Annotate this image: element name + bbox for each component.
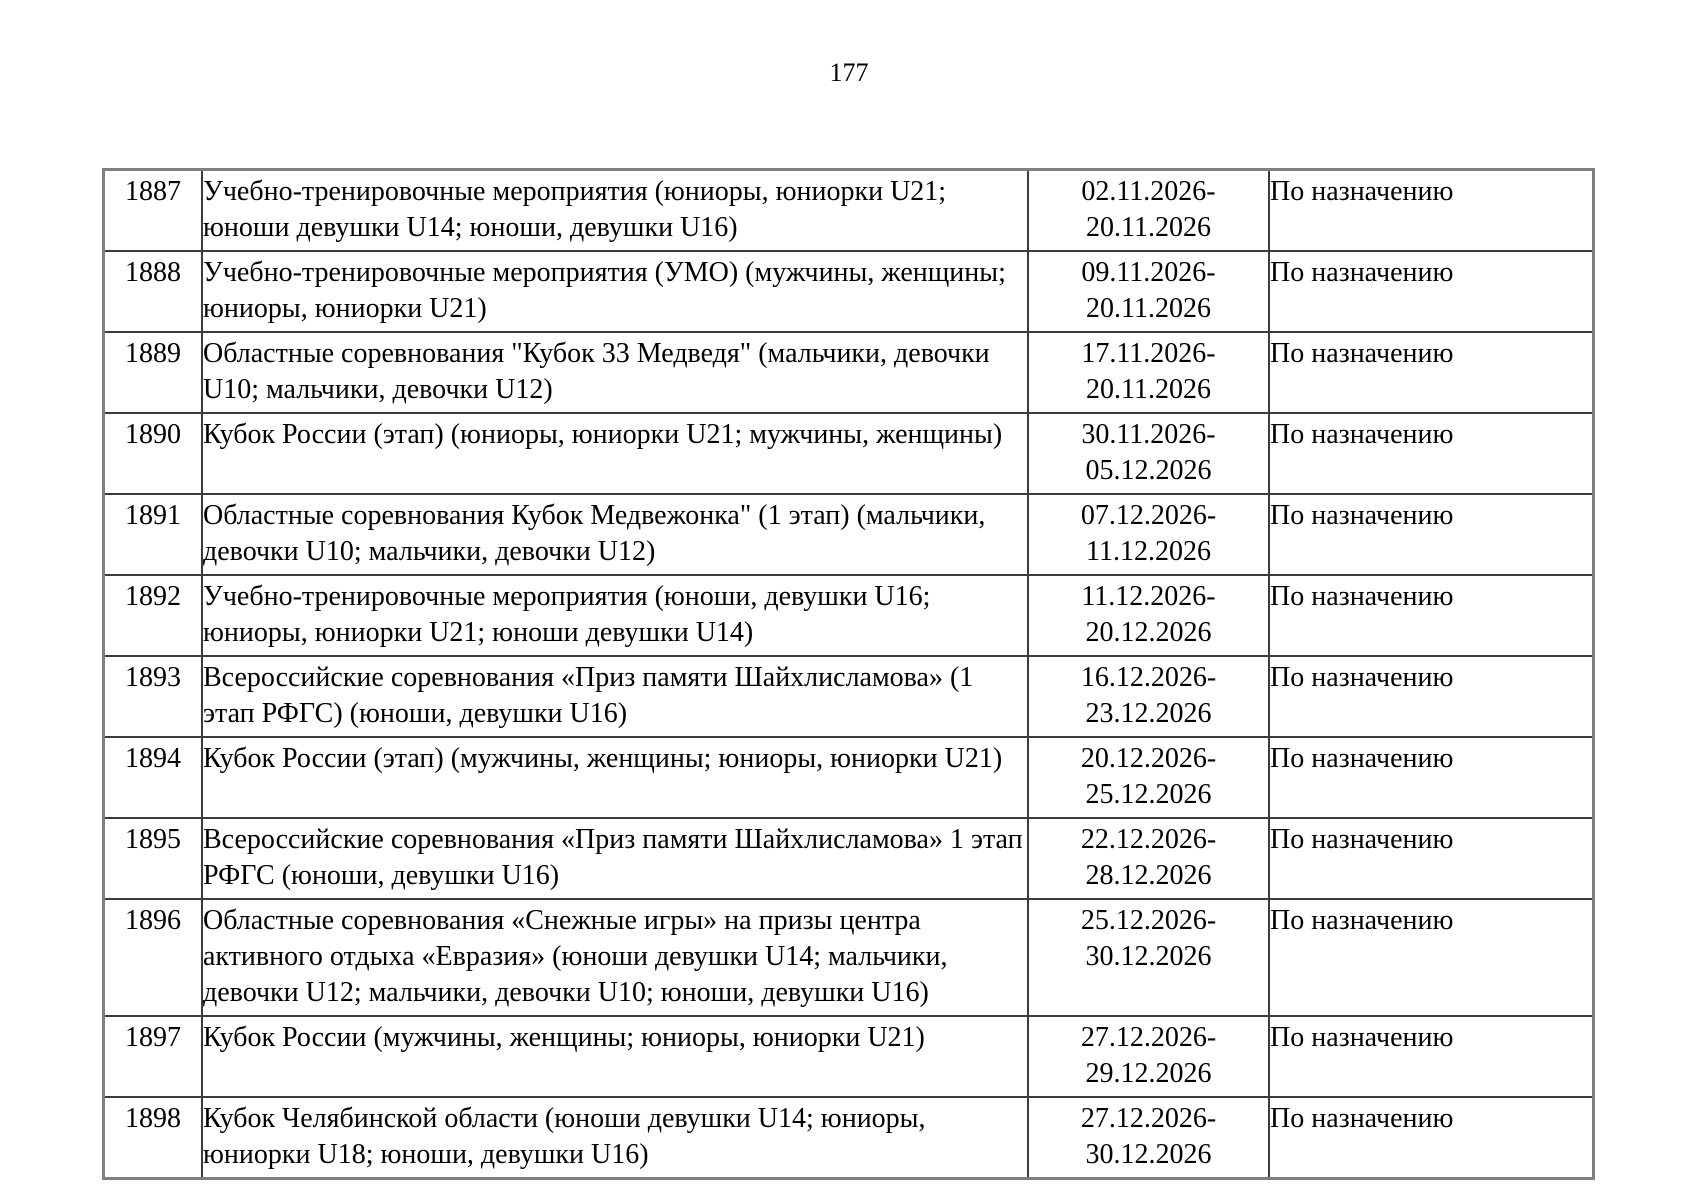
events-table-body: 1887 Учебно-тренировочные мероприятия (ю…	[102, 168, 1595, 1180]
event-dates-cell: 22.12.2026- 28.12.2026	[1027, 817, 1270, 900]
event-location-cell: По назначению	[1268, 736, 1595, 819]
event-number-cell: 1895	[102, 817, 203, 900]
event-date-end: 23.12.2026	[1085, 698, 1212, 729]
event-location-cell: По назначению	[1268, 898, 1595, 1017]
event-dates-cell: 25.12.2026- 30.12.2026	[1027, 898, 1270, 1017]
event-location-text: По назначению	[1270, 581, 1454, 612]
event-location-text: По назначению	[1270, 338, 1454, 369]
table-row: 1892 Учебно-тренировочные мероприятия (ю…	[102, 574, 1595, 657]
event-number-cell: 1896	[102, 898, 203, 1017]
event-location-cell: По назначению	[1268, 574, 1595, 657]
event-description-cell: Кубок России (этап) (юниоры, юниорки U21…	[201, 412, 1029, 495]
event-dates-cell: 20.12.2026- 25.12.2026	[1027, 736, 1270, 819]
event-date-end: 05.12.2026	[1085, 455, 1212, 486]
events-schedule-table: 1887 Учебно-тренировочные мероприятия (ю…	[102, 168, 1595, 1180]
event-number-cell: 1889	[102, 331, 203, 414]
event-date-start: 22.12.2026-	[1080, 824, 1217, 855]
event-description-cell: Учебно-тренировочные мероприятия (УМО) (…	[201, 250, 1029, 333]
event-location-cell: По назначению	[1268, 331, 1595, 414]
event-dates-cell: 02.11.2026- 20.11.2026	[1027, 168, 1270, 252]
event-location-cell: По назначению	[1268, 817, 1595, 900]
event-dates-cell: 09.11.2026- 20.11.2026	[1027, 250, 1270, 333]
event-number-cell: 1893	[102, 655, 203, 738]
table-row: 1893 Всероссийские соревнования «Приз па…	[102, 655, 1595, 738]
event-date-start: 07.12.2026-	[1080, 500, 1217, 531]
table-row: 1896 Областные соревнования «Снежные игр…	[102, 898, 1595, 1017]
event-number-cell: 1894	[102, 736, 203, 819]
event-location-text: По назначению	[1270, 176, 1454, 207]
event-date-start: 27.12.2026-	[1080, 1103, 1217, 1134]
event-number-cell: 1890	[102, 412, 203, 495]
table-row: 1898 Кубок Челябинской области (юноши де…	[102, 1096, 1595, 1180]
event-dates-cell: 11.12.2026- 20.12.2026	[1027, 574, 1270, 657]
event-date-start: 20.12.2026-	[1080, 743, 1217, 774]
table-row: 1887 Учебно-тренировочные мероприятия (ю…	[102, 168, 1595, 252]
event-location-cell: По назначению	[1268, 168, 1595, 252]
event-date-start: 25.12.2026-	[1080, 905, 1217, 936]
event-location-text: По назначению	[1270, 743, 1454, 774]
table-row: 1889 Областные соревнования "Кубок 33 Ме…	[102, 331, 1595, 414]
event-location-cell: По назначению	[1268, 412, 1595, 495]
event-description-cell: Кубок Челябинской области (юноши девушки…	[201, 1096, 1029, 1180]
event-location-cell: По назначению	[1268, 1096, 1595, 1180]
event-date-start: 30.11.2026-	[1081, 419, 1216, 450]
event-date-start: 27.12.2026-	[1080, 1022, 1217, 1053]
event-location-text: По назначению	[1270, 824, 1454, 855]
event-dates-cell: 27.12.2026- 30.12.2026	[1027, 1096, 1270, 1180]
table-row: 1890 Кубок России (этап) (юниоры, юниорк…	[102, 412, 1595, 495]
event-description-cell: Кубок России (этап) (мужчины, женщины; ю…	[201, 736, 1029, 819]
event-location-cell: По назначению	[1268, 655, 1595, 738]
event-location-text: По назначению	[1270, 662, 1454, 693]
page-number: 177	[829, 58, 869, 87]
event-date-start: 17.11.2026-	[1081, 338, 1216, 369]
event-location-text: По назначению	[1270, 1022, 1454, 1053]
event-dates-cell: 16.12.2026- 23.12.2026	[1027, 655, 1270, 738]
event-location-text: По назначению	[1270, 905, 1454, 936]
event-date-end: 20.11.2026	[1086, 374, 1211, 405]
event-date-end: 20.11.2026	[1086, 212, 1211, 243]
event-date-start: 02.11.2026-	[1081, 176, 1216, 207]
event-date-end: 30.12.2026	[1085, 941, 1212, 972]
event-date-end: 20.11.2026	[1086, 293, 1211, 324]
event-number-cell: 1892	[102, 574, 203, 657]
event-date-end: 29.12.2026	[1085, 1058, 1212, 1089]
table-row: 1888 Учебно-тренировочные мероприятия (У…	[102, 250, 1595, 333]
event-description-cell: Всероссийские соревнования «Приз памяти …	[201, 817, 1029, 900]
event-dates-cell: 27.12.2026- 29.12.2026	[1027, 1015, 1270, 1098]
event-date-end: 11.12.2026	[1086, 536, 1211, 567]
event-location-cell: По назначению	[1268, 1015, 1595, 1098]
event-dates-cell: 07.12.2026- 11.12.2026	[1027, 493, 1270, 576]
event-description-cell: Кубок России (мужчины, женщины; юниоры, …	[201, 1015, 1029, 1098]
event-description-cell: Учебно-тренировочные мероприятия (юниоры…	[201, 168, 1029, 252]
table-row: 1897 Кубок России (мужчины, женщины; юни…	[102, 1015, 1595, 1098]
table-row: 1891 Областные соревнования Кубок Медвеж…	[102, 493, 1595, 576]
event-location-cell: По назначению	[1268, 250, 1595, 333]
event-number-cell: 1888	[102, 250, 203, 333]
event-location-text: По назначению	[1270, 1103, 1454, 1134]
event-date-start: 09.11.2026-	[1081, 257, 1216, 288]
event-date-end: 20.12.2026	[1085, 617, 1212, 648]
table-row: 1895 Всероссийские соревнования «Приз па…	[102, 817, 1595, 900]
event-number-cell: 1898	[102, 1096, 203, 1180]
table-row: 1894 Кубок России (этап) (мужчины, женщи…	[102, 736, 1595, 819]
event-dates-cell: 17.11.2026- 20.11.2026	[1027, 331, 1270, 414]
event-location-text: По назначению	[1270, 500, 1454, 531]
event-description-cell: Областные соревнования «Снежные игры» на…	[201, 898, 1029, 1017]
event-date-start: 16.12.2026-	[1080, 662, 1217, 693]
event-description-cell: Областные соревнования Кубок Медвежонка"…	[201, 493, 1029, 576]
event-dates-cell: 30.11.2026- 05.12.2026	[1027, 412, 1270, 495]
event-location-text: По назначению	[1270, 419, 1454, 450]
event-number-cell: 1891	[102, 493, 203, 576]
event-description-cell: Всероссийские соревнования «Приз памяти …	[201, 655, 1029, 738]
event-number-cell: 1897	[102, 1015, 203, 1098]
event-description-cell: Учебно-тренировочные мероприятия (юноши,…	[201, 574, 1029, 657]
event-date-end: 30.12.2026	[1085, 1139, 1212, 1170]
event-date-end: 28.12.2026	[1085, 860, 1212, 891]
event-number-cell: 1887	[102, 168, 203, 252]
event-date-start: 11.12.2026-	[1081, 581, 1216, 612]
event-description-cell: Областные соревнования "Кубок 33 Медведя…	[201, 331, 1029, 414]
event-location-text: По назначению	[1270, 257, 1454, 288]
event-location-cell: По назначению	[1268, 493, 1595, 576]
event-date-end: 25.12.2026	[1085, 779, 1212, 810]
